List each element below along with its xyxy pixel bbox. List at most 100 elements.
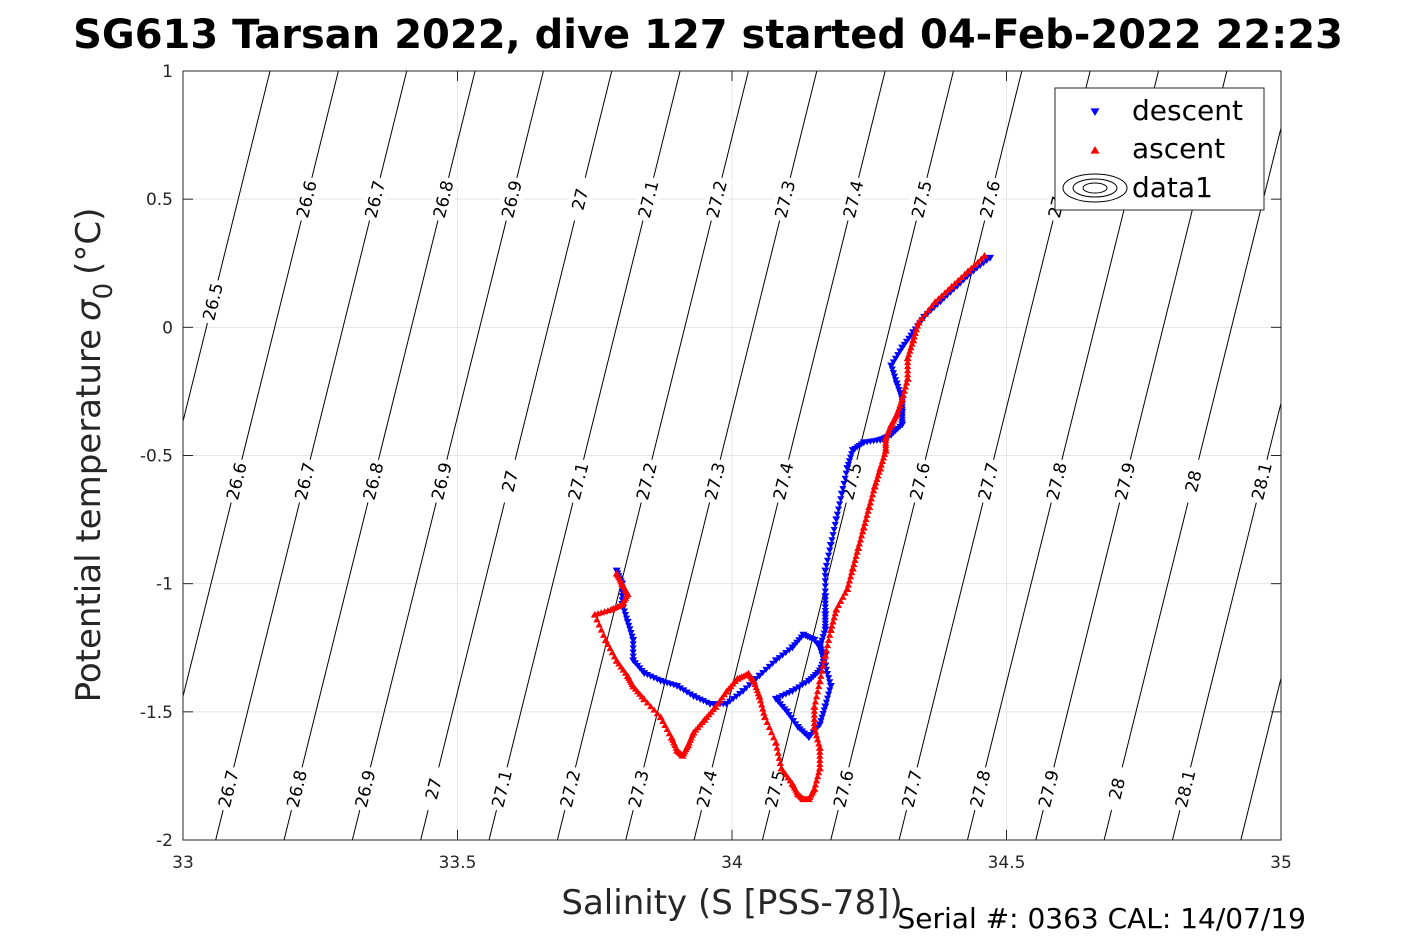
ascent-trace-24-4 [810,719,818,726]
ascent-point-12 [881,446,890,454]
descent-point-23 [821,626,830,634]
descent-trace-25-2 [823,671,832,678]
contour-label-bg-3-2 [427,175,460,224]
legend-contour-ring-mid [1072,178,1118,198]
descent-trace-27-1 [820,707,828,714]
descent-trace-25-4 [826,679,834,686]
ascent-trace-6-3 [904,367,912,374]
ascent-trace-23-2 [814,688,822,695]
ascent-trace-7-4 [899,391,907,398]
descent-point-7 [887,362,896,370]
descent-trace-19-4 [822,562,831,569]
series-ascent [590,251,989,803]
ascent-trace-6-1 [904,358,912,366]
serial-cal-footer: Serial #: 0363 CAL: 14/07/19 [898,902,1306,935]
contour-label-bg-8-0 [622,764,655,813]
ascent-trace-24-3 [810,715,818,722]
descent-trace-15-1 [848,451,856,458]
ascent-trace-14-2 [868,491,877,498]
descent-trace-40-3 [762,666,770,674]
y-axis-label: Potential temperature σ0 (°C) [69,208,119,703]
descent-trace-15-4 [844,461,852,468]
ascent-trace-17-4 [850,560,858,568]
contour-label-bg-11-2 [973,175,1006,224]
ascent-trace-53-1 [599,631,608,638]
ascent-trace-47-2 [663,726,671,733]
ascent-trace-24-1 [810,707,818,714]
ascent-trace-48-3 [647,702,655,710]
ascent-trace-36-2 [753,687,761,694]
x-tick-label-3: 34.5 [988,853,1026,873]
ascent-trace-15-3 [862,515,870,522]
contour-label-bg-14-0 [1032,764,1065,813]
ascent-trace-27-4 [811,781,820,788]
ascent-trace-20-4 [828,622,836,629]
contour-label-bg-4-2 [495,175,528,224]
y-axis-label-unit: (°C) [69,208,109,275]
ascent-trace-27-2 [814,773,822,780]
ascent-trace-23-3 [812,693,821,700]
descent-trace-45-2 [683,689,691,696]
ascent-trace-35-2 [759,705,767,712]
ascent-trace-21-4 [822,647,831,654]
descent-point-16 [843,465,852,472]
contour-label-bg-5-0 [417,764,450,813]
ascent-trace-27-1 [815,769,823,776]
ascent-trace-20-2 [830,614,838,621]
ascent-trace-27-3 [812,777,821,784]
descent-trace-49-2 [629,649,637,656]
density-contours: 26.526.626.626.726.726.726.826.826.826.9… [183,71,1281,840]
descent-trace-16-1 [842,470,850,477]
ascent-trace-48-1 [653,710,661,717]
descent-trace-50-2 [627,630,635,637]
descent-trace-20-1 [821,573,829,580]
descent-trace-25-3 [825,675,833,682]
ascent-trace-23-4 [811,698,820,705]
ascent-trace-16-2 [857,532,866,539]
descent-point-20 [821,567,830,575]
descent-point-18 [832,516,841,524]
ascent-trace-18-1 [848,569,856,576]
descent-trace-51-3 [620,608,628,615]
descent-trace-27-3 [818,714,826,721]
ascent-trace-47-4 [659,717,667,724]
contour-label-bg-16-0 [1169,764,1202,813]
ascent-trace-47-3 [661,721,669,729]
contour-label-bg-9-2 [837,175,870,224]
descent-trace-18-2 [830,526,838,534]
ascent-point-47 [667,733,676,741]
ascent-trace-22-4 [817,672,825,679]
contour-label-bg-6-2 [632,175,665,224]
ascent-point-14 [870,482,879,490]
y-tick-label-3: -0.5 [140,447,173,467]
ascent-trace-13-1 [875,468,883,475]
legend-contour-icon [1062,173,1128,203]
ascent-trace-1-1 [961,270,969,277]
ascent-trace-22-2 [819,662,827,669]
ascent-trace-5-2 [907,344,915,351]
descent-trace-6-2 [894,352,902,359]
ascent-point-22 [821,651,830,659]
ascent-point-23 [815,677,824,685]
ascent-trace-7-1 [902,379,911,386]
descent-trace-8-1 [894,383,902,391]
descent-trace-50-3 [626,626,634,633]
contour-label-bg-6-1 [562,457,595,506]
ascent-point-20 [832,605,841,613]
ascent-trace-0-2 [974,258,982,265]
y-tick-label-6: 1 [162,62,173,82]
ascent-trace-52-4 [604,640,612,648]
ascent-trace-21-1 [826,631,834,638]
ascent-trace-21-2 [825,636,833,643]
legend-ascent-marker [1090,145,1100,154]
descent-trace-21-2 [821,600,829,607]
x-tick-label-1: 33.5 [439,853,477,873]
ascent-trace-32-3 [782,771,790,778]
contour-label-bg-14-1 [1108,457,1141,506]
contour-label-bg-5-2 [563,175,596,224]
ascent-trace-17-3 [851,556,859,563]
density-contour-0 [183,71,271,424]
contour-label-bg-16-1 [1245,457,1278,506]
descent-trace-6-1 [896,348,904,355]
